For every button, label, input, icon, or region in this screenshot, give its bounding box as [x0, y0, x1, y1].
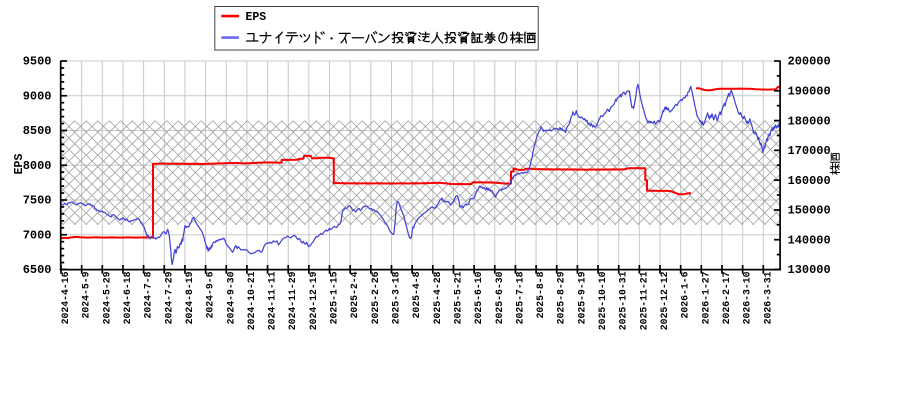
svg-text:6500: 6500 — [23, 263, 52, 277]
svg-text:2025-2-4: 2025-2-4 — [349, 271, 360, 318]
svg-text:8500: 8500 — [23, 124, 52, 138]
svg-text:2025-10-10: 2025-10-10 — [597, 271, 608, 330]
svg-text:2024-5-29: 2024-5-29 — [101, 271, 112, 324]
svg-text:2025-7-18: 2025-7-18 — [514, 271, 525, 324]
svg-text:2025-8-8: 2025-8-8 — [535, 271, 546, 318]
svg-text:2025-6-30: 2025-6-30 — [494, 271, 505, 324]
svg-text:2025-10-31: 2025-10-31 — [618, 271, 629, 330]
svg-text:2026-3-31: 2026-3-31 — [762, 271, 773, 324]
svg-text:8000: 8000 — [23, 159, 52, 173]
svg-text:7000: 7000 — [23, 228, 52, 242]
svg-text:2024-7-29: 2024-7-29 — [163, 271, 174, 324]
svg-text:2025-12-12: 2025-12-12 — [659, 271, 670, 330]
svg-text:2024-9-6: 2024-9-6 — [205, 271, 216, 318]
svg-text:2024-4-16: 2024-4-16 — [60, 271, 71, 324]
svg-text:2024-8-19: 2024-8-19 — [184, 271, 195, 324]
svg-text:2025-4-8: 2025-4-8 — [411, 271, 422, 318]
svg-text:2024-5-9: 2024-5-9 — [81, 271, 92, 318]
svg-text:2026-1-27: 2026-1-27 — [700, 271, 711, 324]
svg-text:200000: 200000 — [788, 55, 831, 69]
svg-text:170000: 170000 — [788, 144, 831, 158]
svg-text:2024-6-18: 2024-6-18 — [122, 271, 133, 324]
svg-text:2025-9-19: 2025-9-19 — [576, 271, 587, 324]
svg-text:130000: 130000 — [788, 263, 831, 277]
svg-text:2024-11-29: 2024-11-29 — [287, 271, 298, 330]
svg-text:2024-12-19: 2024-12-19 — [308, 271, 319, 330]
svg-text:7500: 7500 — [23, 194, 52, 208]
svg-text:2026-1-6: 2026-1-6 — [680, 271, 691, 318]
svg-text:2025-2-26: 2025-2-26 — [370, 271, 381, 324]
svg-text:2025-1-15: 2025-1-15 — [329, 271, 340, 324]
svg-text:2025-11-21: 2025-11-21 — [638, 271, 649, 330]
svg-text:EPS: EPS — [246, 11, 267, 24]
svg-text:140000: 140000 — [788, 233, 831, 247]
svg-text:190000: 190000 — [788, 84, 831, 98]
svg-text:2024-7-8: 2024-7-8 — [143, 271, 154, 318]
svg-text:180000: 180000 — [788, 114, 831, 128]
svg-text:2025-4-28: 2025-4-28 — [432, 271, 443, 324]
svg-text:2024-9-30: 2024-9-30 — [225, 271, 236, 324]
svg-text:150000: 150000 — [788, 204, 831, 218]
svg-text:2026-2-17: 2026-2-17 — [721, 271, 732, 324]
svg-text:160000: 160000 — [788, 174, 831, 188]
svg-text:2025-8-29: 2025-8-29 — [556, 271, 567, 324]
svg-text:2025-5-21: 2025-5-21 — [452, 271, 463, 324]
svg-text:2024-10-21: 2024-10-21 — [246, 271, 257, 330]
svg-text:2024-11-11: 2024-11-11 — [267, 271, 278, 330]
svg-text:9500: 9500 — [23, 55, 52, 69]
svg-text:EPS: EPS — [13, 154, 26, 175]
svg-text:2025-6-10: 2025-6-10 — [473, 271, 484, 324]
svg-text:2025-3-18: 2025-3-18 — [390, 271, 401, 324]
svg-text:2026-3-10: 2026-3-10 — [742, 271, 753, 324]
svg-text:9000: 9000 — [23, 89, 52, 103]
